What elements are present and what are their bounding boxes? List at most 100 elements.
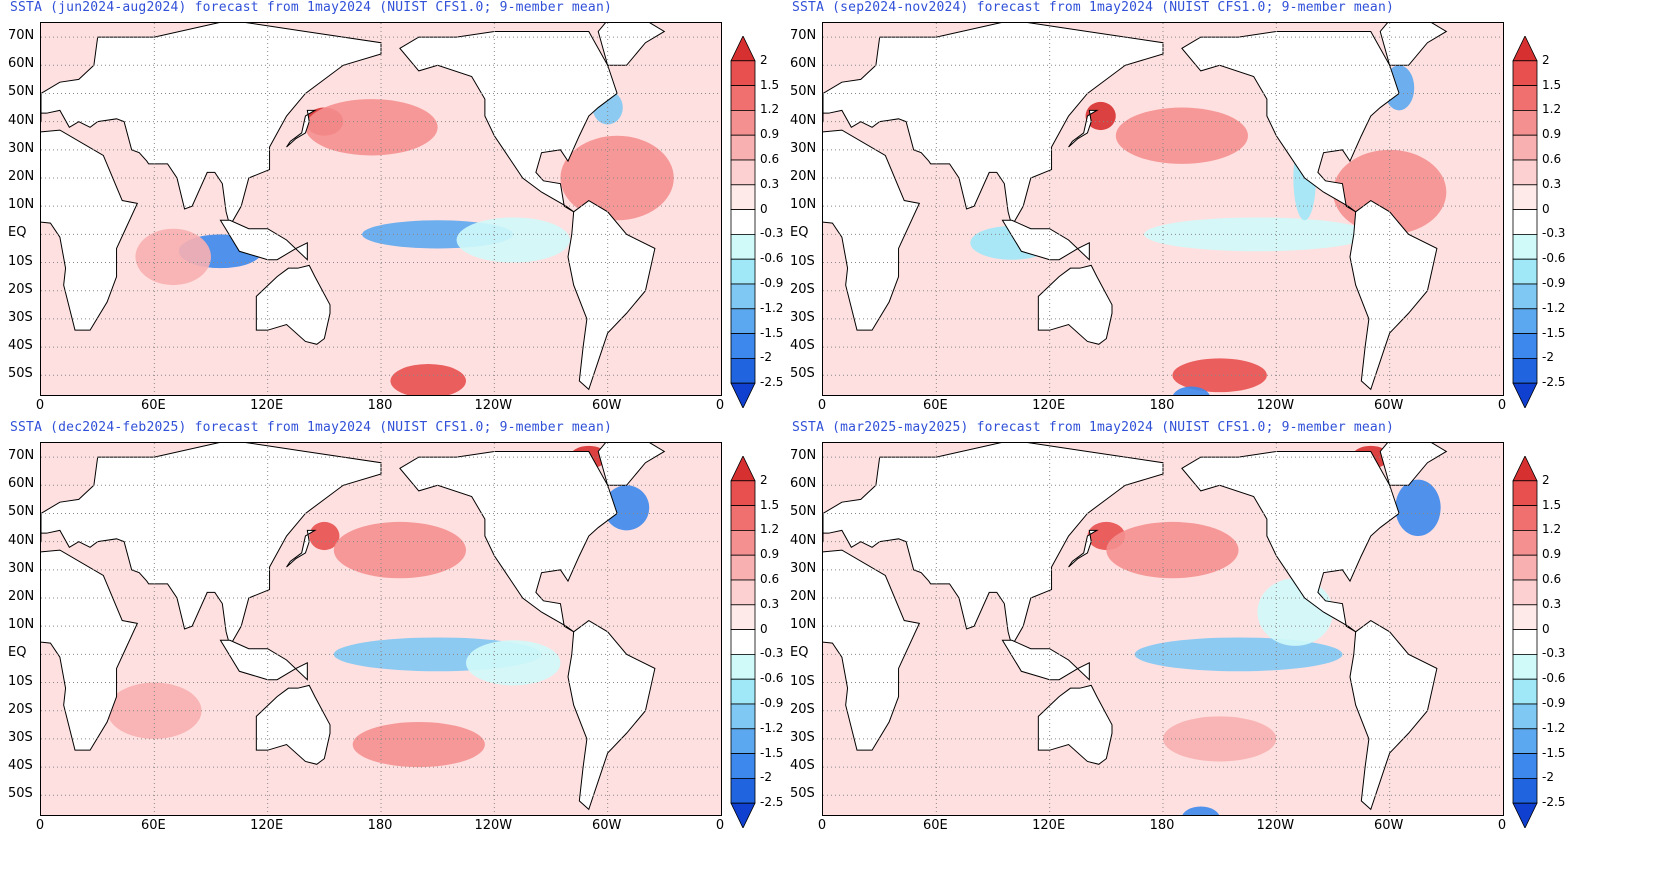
south-america-shape (567, 199, 656, 391)
lon-tick-label: 180 (367, 398, 393, 413)
anomaly-region (390, 364, 466, 395)
lat-tick-label: 20S (8, 281, 33, 297)
anomaly-region (1144, 217, 1371, 252)
anomaly-region (1134, 637, 1343, 672)
eurasia-shape (41, 443, 382, 648)
anomaly-region (1106, 521, 1239, 579)
colorbar-label: -2 (1542, 350, 1554, 365)
lon-tick-label: 0 (35, 818, 45, 833)
colorbar-label: 0 (1542, 201, 1550, 216)
lat-tick-label: 70N (8, 28, 35, 44)
colorbar-label: -2 (760, 350, 772, 365)
colorbar (1512, 456, 1538, 828)
colorbar-segment (1512, 505, 1538, 531)
lat-tick-label: 30S (8, 729, 33, 745)
colorbar-label: 1.2 (1542, 522, 1562, 537)
indonesia-shape (1001, 219, 1090, 261)
colorbar-label: 2 (1542, 52, 1550, 67)
colorbar-segment (1512, 184, 1538, 211)
greenland-shape (1379, 443, 1448, 486)
lon-tick-label: 0 (1497, 398, 1507, 413)
lon-tick-label: 60W (1373, 818, 1404, 833)
colorbar-label: -1.5 (1542, 325, 1566, 340)
lat-tick-label: EQ (790, 225, 809, 241)
anomaly-region (1395, 479, 1441, 536)
colorbar-segment (730, 308, 756, 334)
colorbar-segment (1512, 753, 1538, 779)
lon-tick-label: 0 (817, 398, 827, 413)
lat-tick-label: 50N (790, 504, 817, 520)
colorbar-label: -0.3 (760, 646, 784, 661)
colorbar-segment (1512, 579, 1538, 606)
north-america-shape (1181, 30, 1400, 213)
lat-tick-label: EQ (790, 645, 809, 661)
colorbar-segment (1512, 36, 1538, 62)
indonesia-shape (1001, 639, 1090, 681)
lat-tick-label: 30S (790, 729, 815, 745)
lon-tick-label: 0 (715, 818, 725, 833)
lon-tick-label: 60W (1373, 398, 1404, 413)
colorbar-label: 0.3 (1542, 176, 1562, 191)
colorbar-label: -2.5 (760, 375, 784, 390)
colorbar-label: -2 (1542, 770, 1554, 785)
colorbar-label: 2 (760, 472, 768, 487)
colorbar-segment (1512, 678, 1538, 705)
map-panel: SSTA (dec2024-feb2025) forecast from 1ma… (0, 420, 820, 860)
lat-tick-label: 30N (790, 560, 817, 576)
eurasia-shape (41, 23, 382, 228)
panel-title: SSTA (jun2024-aug2024) forecast from 1ma… (10, 0, 612, 15)
colorbar-segment (1512, 357, 1538, 384)
colorbar-label: 0 (1542, 621, 1550, 636)
lat-tick-label: 50S (790, 366, 815, 382)
lat-tick-label: 50S (8, 366, 33, 382)
colorbar-label: -1.2 (1542, 300, 1566, 315)
colorbar-segment (1512, 258, 1538, 285)
lat-tick-label: 70N (790, 28, 817, 44)
north-america-shape (1181, 450, 1400, 633)
lon-tick-label: 60E (922, 818, 948, 833)
colorbar-label: -1.5 (760, 745, 784, 760)
anomaly-region (466, 640, 561, 686)
colorbar-label: -0.3 (760, 226, 784, 241)
lon-tick-label: 120E (1032, 818, 1066, 833)
lat-tick-label: EQ (8, 645, 27, 661)
colorbar-segment (1512, 209, 1538, 235)
colorbar-segment (1512, 802, 1538, 828)
lat-tick-label: 30S (790, 309, 815, 325)
colorbar-label: 1.5 (1542, 77, 1562, 92)
lon-tick-label: 60E (140, 398, 166, 413)
colorbar-segment (1512, 530, 1538, 556)
anomaly-region (603, 485, 650, 531)
greenland-shape (597, 443, 666, 486)
colorbar-segment (1512, 777, 1538, 804)
anomaly-region (1115, 107, 1248, 164)
colorbar-label: 0.3 (1542, 596, 1562, 611)
lon-tick-label: 120W (1256, 398, 1295, 413)
ssta-map (41, 23, 721, 395)
colorbar-segment (1512, 604, 1538, 631)
lat-tick-label: 10N (8, 617, 35, 633)
japan-shape (1068, 529, 1099, 568)
panel-title: SSTA (dec2024-feb2025) forecast from 1ma… (10, 420, 612, 435)
lat-tick-label: 70N (8, 448, 35, 464)
lat-tick-label: 50N (8, 84, 35, 100)
colorbar-segment (730, 802, 756, 828)
colorbar-label: -0.9 (760, 276, 784, 290)
lat-tick-label: 10N (790, 617, 817, 633)
anomaly-region (333, 521, 466, 579)
map-panel: SSTA (sep2024-nov2024) forecast from 1ma… (782, 0, 1602, 440)
map-area (40, 22, 722, 396)
lon-tick-label: 120E (250, 818, 284, 833)
colorbar-segment (730, 357, 756, 384)
anomaly-region (107, 682, 202, 739)
colorbar-label: -0.6 (1542, 671, 1566, 686)
colorbar-label: -0.3 (1542, 646, 1566, 661)
colorbar-label: -0.9 (760, 696, 784, 710)
lat-tick-label: 50S (8, 786, 33, 802)
colorbar-label: 0.9 (1542, 127, 1562, 142)
lon-tick-label: 180 (1149, 818, 1175, 833)
lat-tick-label: 10N (790, 197, 817, 213)
colorbar-segment (1512, 159, 1538, 186)
north-america-shape (399, 450, 618, 633)
lat-tick-label: 50N (8, 504, 35, 520)
